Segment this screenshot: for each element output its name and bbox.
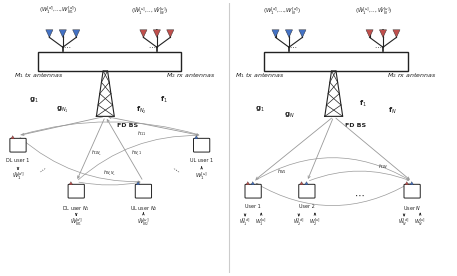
Text: $\hat{W}_1^{[d]}$: $\hat{W}_1^{[d]}$ xyxy=(239,217,251,228)
Text: $M_2$ rx antennas: $M_2$ rx antennas xyxy=(166,71,215,80)
Text: $h_{1N_2}$: $h_{1N_2}$ xyxy=(91,148,102,158)
Polygon shape xyxy=(46,30,53,37)
Polygon shape xyxy=(305,182,308,185)
Polygon shape xyxy=(11,136,15,139)
Bar xyxy=(38,52,181,71)
Text: $M_2$ rx antennas: $M_2$ rx antennas xyxy=(388,71,437,80)
Text: $M_1$ tx antennas: $M_1$ tx antennas xyxy=(235,71,285,80)
Text: FD BS: FD BS xyxy=(345,123,366,128)
Text: $(\hat{W}_1^{[u]},\!\ldots\!,\hat{W}_{N_2}^{[u]})$: $(\hat{W}_1^{[u]},\!\ldots\!,\hat{W}_{N_… xyxy=(132,6,169,17)
Text: User 1: User 1 xyxy=(245,204,261,209)
Polygon shape xyxy=(300,182,303,185)
Text: User 2: User 2 xyxy=(299,204,315,209)
Text: $h_{1N}$: $h_{1N}$ xyxy=(378,162,388,171)
Text: DL user $N_1$: DL user $N_1$ xyxy=(62,204,90,213)
Polygon shape xyxy=(251,182,255,185)
Text: $\mathbf{f}_1$: $\mathbf{f}_1$ xyxy=(359,99,367,109)
Polygon shape xyxy=(410,182,414,185)
FancyBboxPatch shape xyxy=(10,138,26,152)
Polygon shape xyxy=(405,182,409,185)
Text: UL user $N_2$: UL user $N_2$ xyxy=(130,204,157,213)
Text: DL user 1: DL user 1 xyxy=(6,158,30,163)
FancyBboxPatch shape xyxy=(404,184,420,198)
FancyBboxPatch shape xyxy=(135,184,152,198)
Polygon shape xyxy=(299,30,306,37)
Text: $\mathbf{g}_1$: $\mathbf{g}_1$ xyxy=(29,95,38,105)
Polygon shape xyxy=(366,30,373,37)
Polygon shape xyxy=(59,30,66,37)
Polygon shape xyxy=(153,30,160,37)
Text: User $N$: User $N$ xyxy=(403,204,421,212)
Bar xyxy=(264,52,408,71)
Text: $\hat{W}_1^{[d]}$: $\hat{W}_1^{[d]}$ xyxy=(12,171,24,182)
Text: $\mathbf{g}_N$: $\mathbf{g}_N$ xyxy=(284,110,294,120)
Text: $W_1^{[u]}$: $W_1^{[u]}$ xyxy=(255,217,267,228)
Text: $(W_1^{[d]},\!\ldots\!,W_N^{[d]})$: $(W_1^{[d]},\!\ldots\!,W_N^{[d]})$ xyxy=(263,6,301,17)
Text: $\mathbf{f}_1$: $\mathbf{f}_1$ xyxy=(159,94,167,105)
Text: $\cdots$: $\cdots$ xyxy=(374,43,383,49)
Text: $h_{N_11}$: $h_{N_11}$ xyxy=(131,148,142,158)
Text: $h_{N1}$: $h_{N1}$ xyxy=(277,167,287,176)
FancyBboxPatch shape xyxy=(68,184,85,198)
Text: UL user 1: UL user 1 xyxy=(190,158,213,163)
Text: $\hat{W}_{N_2}^{[u]}$: $\hat{W}_{N_2}^{[u]}$ xyxy=(137,216,150,228)
Text: $\hat{W}_{N_1}^{[d]}$: $\hat{W}_{N_1}^{[d]}$ xyxy=(70,216,83,228)
Text: $\cdots$: $\cdots$ xyxy=(37,164,48,174)
Polygon shape xyxy=(73,30,80,37)
Polygon shape xyxy=(285,30,292,37)
Polygon shape xyxy=(69,182,73,185)
Text: $\cdots$: $\cdots$ xyxy=(63,43,71,49)
Polygon shape xyxy=(272,30,279,37)
Text: $W_2^{[u]}$: $W_2^{[u]}$ xyxy=(309,217,321,228)
Text: $h_{N_1N_2}$: $h_{N_1N_2}$ xyxy=(103,169,117,178)
Text: $(W_1^{[d]},\!\ldots\!,W_{N_1}^{[d]})$: $(W_1^{[d]},\!\ldots\!,W_{N_1}^{[d]})$ xyxy=(39,6,77,17)
Polygon shape xyxy=(379,30,387,37)
Polygon shape xyxy=(246,182,250,185)
Text: $\cdots$: $\cdots$ xyxy=(172,164,182,174)
Text: $\mathbf{f}_{N_2}$: $\mathbf{f}_{N_2}$ xyxy=(136,105,146,116)
Text: $\hat{W}_2^{[d]}$: $\hat{W}_2^{[d]}$ xyxy=(293,217,304,228)
Polygon shape xyxy=(136,182,140,185)
Text: $\mathbf{g}_{N_1}$: $\mathbf{g}_{N_1}$ xyxy=(57,105,69,115)
Polygon shape xyxy=(167,30,174,37)
Text: $\mathbf{g}_1$: $\mathbf{g}_1$ xyxy=(255,105,265,114)
Polygon shape xyxy=(393,30,400,37)
Polygon shape xyxy=(194,136,198,139)
Text: $\hat{W}_N^{[d]}$: $\hat{W}_N^{[d]}$ xyxy=(399,217,410,228)
Text: $(\hat{W}_1^{[u]},\!\ldots\!,\hat{W}_N^{[u]})$: $(\hat{W}_1^{[u]},\!\ldots\!,\hat{W}_N^{… xyxy=(356,6,393,17)
Polygon shape xyxy=(140,30,147,37)
FancyBboxPatch shape xyxy=(245,184,261,198)
FancyBboxPatch shape xyxy=(299,184,315,198)
Text: $W_N^{[u]}$: $W_N^{[u]}$ xyxy=(414,217,426,228)
Text: $W_1^{[u]}$: $W_1^{[u]}$ xyxy=(195,171,208,182)
Text: $M_1$ tx antennas: $M_1$ tx antennas xyxy=(14,71,63,80)
Text: $\mathbf{f}_N$: $\mathbf{f}_N$ xyxy=(388,105,396,115)
Text: $\cdots$: $\cdots$ xyxy=(354,190,365,200)
Text: $\cdots$: $\cdots$ xyxy=(148,43,156,49)
Text: FD BS: FD BS xyxy=(117,123,138,128)
Text: $\cdots$: $\cdots$ xyxy=(289,43,298,49)
Text: $h_{11}$: $h_{11}$ xyxy=(137,129,146,138)
FancyBboxPatch shape xyxy=(193,138,210,152)
